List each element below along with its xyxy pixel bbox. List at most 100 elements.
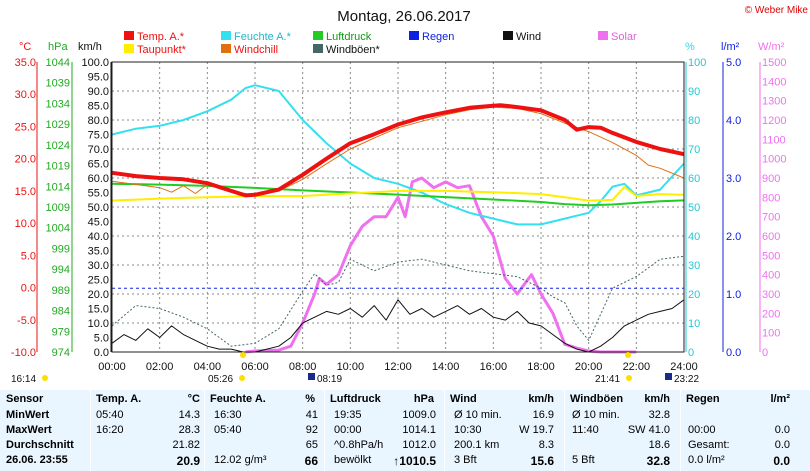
- chart-legend: Temp. A.* Feuchte A.* Luftdruck Regen Wind So…: [124, 31, 637, 56]
- table-cell-temp_v: 28.3: [178, 424, 200, 436]
- table-cell-hum_v: 65: [305, 439, 318, 451]
- wind-tick-label: 30.0: [88, 260, 109, 272]
- x-tick-label: 06:00: [241, 361, 269, 373]
- solar-tick-label: 900: [762, 173, 780, 185]
- rain-tick-label: 5.0: [726, 57, 741, 69]
- wind-tick-label: 10.0: [88, 318, 109, 330]
- press-tick-label: 1014: [46, 181, 70, 193]
- x-tick-label: 22:00: [623, 361, 651, 373]
- hum-tick-label: 50: [688, 202, 700, 214]
- legend-label: Wind: [516, 31, 541, 43]
- temp-axis-unit: °C: [19, 41, 31, 53]
- wind-tick-label: 85.0: [88, 101, 109, 113]
- table-cell-press_t: 00:00: [334, 424, 362, 436]
- table-cell-press_v: 1012.0: [402, 439, 436, 451]
- sun-icon: [42, 375, 48, 381]
- legend-label: Windchill: [234, 44, 278, 56]
- table-cell-wind_t: 200.1 km: [454, 439, 500, 451]
- table-cell-hum_v: 66: [304, 454, 318, 468]
- wind-tick-label: 15.0: [88, 304, 109, 316]
- table-cell-gust_t: 11:40: [572, 424, 599, 436]
- table-cell-label: 26.06. 23:55: [6, 454, 68, 466]
- press-tick-label: 974: [52, 347, 70, 359]
- wind-tick-label: 20.0: [88, 289, 109, 301]
- table-cell-gust_v: 32.8: [646, 454, 670, 468]
- table-cell-hum_v: 92: [305, 424, 318, 436]
- solar-axis-unit: W/m²: [758, 41, 785, 53]
- wind-tick-label: 5.0: [94, 333, 109, 345]
- press-tick-label: 1044: [46, 57, 70, 69]
- hdr-press-unit: hPa: [413, 393, 434, 405]
- series-line: [111, 255, 685, 347]
- table-cell-rain_t: 00:00: [688, 424, 716, 436]
- table-cell-gust_v: 32.8: [648, 409, 670, 421]
- press-tick-label: 1029: [46, 119, 70, 131]
- press-tick-label: 999: [52, 243, 70, 255]
- temp-tick-label: 30.0: [15, 89, 36, 101]
- table-cell-gust_v: 18.6: [648, 439, 670, 451]
- table-cell-hum_t: 16:30: [214, 409, 242, 421]
- solar-tick-label: 1500: [762, 57, 786, 69]
- wind-tick-label: 95.0: [88, 72, 109, 84]
- sunset-label: 21:41: [595, 374, 620, 385]
- sunrise-label: 05:26: [208, 374, 233, 385]
- table-cell-press_t: bewölkt: [334, 454, 372, 466]
- table-cell-wind_v: 16.9: [532, 409, 554, 421]
- solar-tick-label: 300: [762, 289, 780, 301]
- table-cell-temp_v: 20.9: [176, 454, 200, 468]
- rain-tick-label: 3.0: [726, 173, 741, 185]
- table-cell-temp_v: 14.3: [178, 409, 200, 421]
- press-tick-label: 1034: [46, 98, 70, 110]
- hdr-press: Luftdruck: [330, 393, 381, 405]
- solar-tick-label: 0: [762, 347, 768, 359]
- statistics-table: Sensor Temp. A. °C Feuchte A. % Luftdruc…: [0, 390, 810, 471]
- hdr-wind-unit: km/h: [528, 393, 554, 405]
- wind-tick-label: 45.0: [88, 217, 109, 229]
- table-cell-gust_t: 5 Bft: [572, 454, 595, 466]
- x-tick-label: 20:00: [575, 361, 603, 373]
- moonrise-icon: [308, 373, 315, 380]
- table-cell-rain_v: 0.0: [774, 439, 790, 451]
- press-tick-label: 984: [52, 306, 70, 318]
- wind-axis-unit: km/h: [78, 41, 102, 53]
- hum-axis-unit: %: [685, 41, 695, 53]
- legend-label: Solar: [611, 31, 637, 43]
- x-tick-label: 04:00: [194, 361, 222, 373]
- legend-label: Regen: [422, 31, 454, 43]
- press-tick-label: 994: [52, 264, 70, 276]
- temp-tick-label: 15.0: [15, 186, 36, 198]
- chart-title: Montag, 26.06.2017: [337, 8, 470, 25]
- table-cell-rain_v: 0.0: [774, 424, 790, 436]
- table-cell-press_v: 1009.0: [402, 409, 436, 421]
- table-cell-temp_t: 16:20: [96, 424, 124, 436]
- rain-tick-label: 1.0: [726, 289, 741, 301]
- table-cell-temp_t: 05:40: [96, 409, 124, 421]
- wind-tick-label: 80.0: [88, 115, 109, 127]
- hdr-gust: Windböen: [570, 393, 624, 405]
- sunset-marker-icon: [625, 352, 631, 358]
- hdr-rain-unit: l/m²: [770, 393, 790, 405]
- x-tick-label: 18:00: [527, 361, 555, 373]
- moonset-icon: [665, 373, 672, 380]
- press-tick-label: 1019: [46, 161, 70, 173]
- weather-chart: Montag, 26.06.2017 © Weber Mike Temp. A.…: [10, 5, 809, 385]
- hdr-hum: Feuchte A.: [210, 393, 266, 405]
- table-cell-gust_t: Ø 10 min.: [572, 409, 620, 421]
- x-tick-label: 16:00: [480, 361, 508, 373]
- hum-tick-label: 80: [688, 115, 700, 127]
- x-tick-label: 02:00: [146, 361, 174, 373]
- temp-tick-label: 20.0: [15, 154, 36, 166]
- table-cell-hum_t: 05:40: [214, 424, 242, 436]
- sunrise-sun-icon: [240, 352, 246, 358]
- table-cell-press_t: ^0.8hPa/h: [334, 439, 384, 451]
- legend-swatch: [313, 31, 323, 40]
- table-divider: [324, 390, 325, 471]
- solar-tick-label: 400: [762, 270, 780, 282]
- hdr-hum-unit: %: [305, 393, 315, 405]
- table-cell-press_v: 1014.1: [402, 424, 436, 436]
- legend-label: Temp. A.*: [137, 31, 185, 43]
- legend-swatch: [598, 31, 608, 40]
- hum-tick-label: 40: [688, 231, 700, 243]
- solar-tick-label: 500: [762, 250, 780, 262]
- temp-tick-label: 0.0: [21, 283, 36, 295]
